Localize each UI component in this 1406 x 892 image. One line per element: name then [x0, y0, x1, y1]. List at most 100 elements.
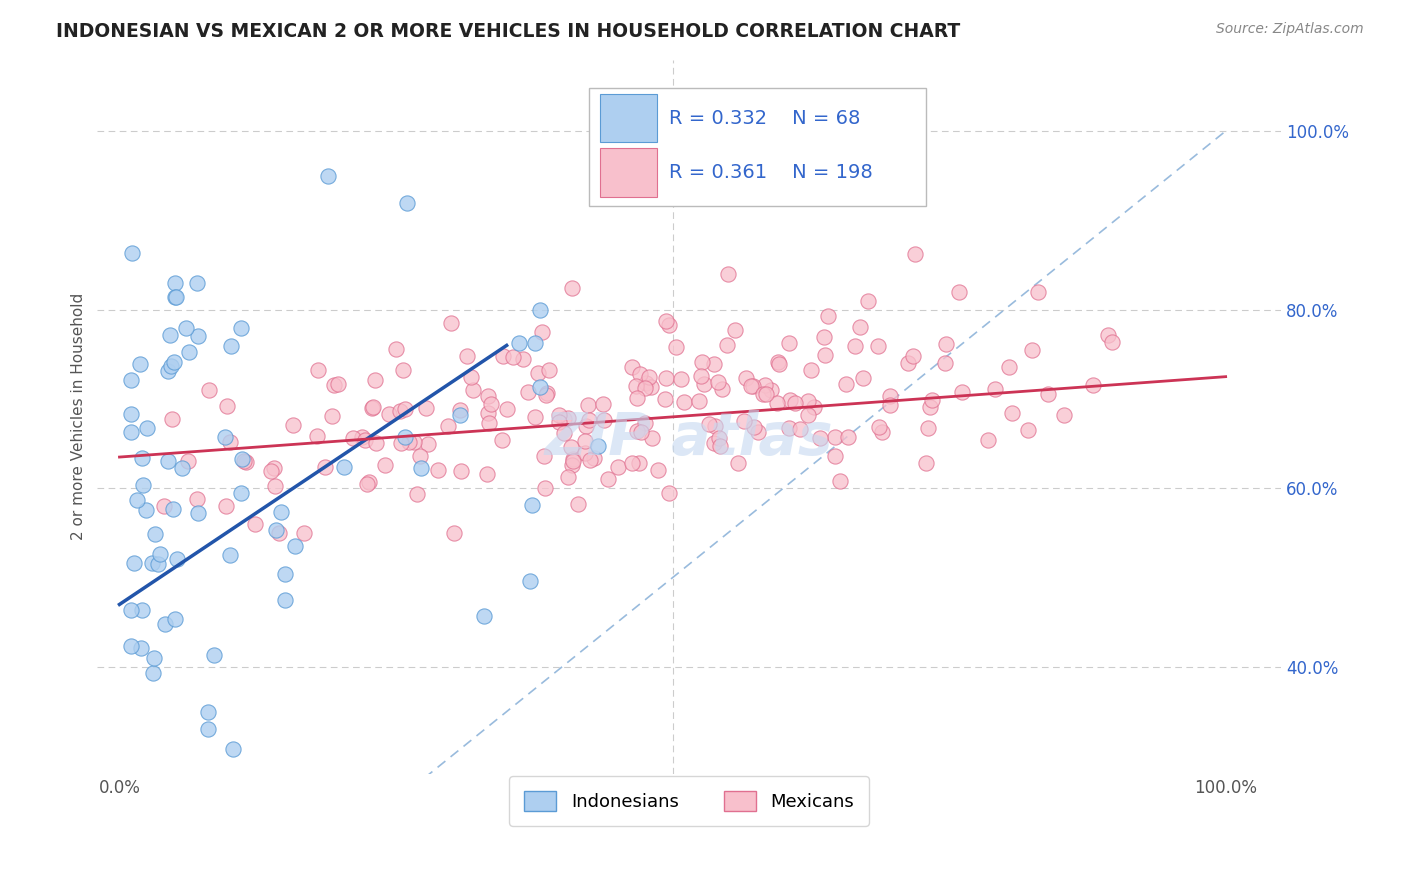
- Point: [673, 394, 696, 409]
- Point: [707, 375, 730, 389]
- Point: [536, 385, 558, 400]
- Point: [524, 410, 547, 425]
- Point: [146, 557, 169, 571]
- Point: [897, 356, 920, 370]
- Point: [360, 401, 382, 415]
- Point: [866, 339, 889, 353]
- Point: [915, 456, 938, 470]
- Point: [217, 399, 239, 413]
- Point: [562, 452, 585, 467]
- Point: [520, 498, 543, 512]
- Point: [548, 415, 571, 429]
- Point: [356, 476, 378, 491]
- Point: [553, 412, 575, 426]
- Point: [323, 378, 346, 392]
- Point: [641, 431, 664, 445]
- Point: [574, 434, 596, 449]
- Point: [868, 420, 890, 434]
- Point: [165, 290, 187, 304]
- Point: [361, 400, 384, 414]
- Point: [437, 419, 460, 434]
- Point: [752, 387, 775, 401]
- Point: [391, 362, 413, 376]
- Point: [582, 450, 605, 465]
- Point: [131, 451, 153, 466]
- Point: [740, 379, 762, 393]
- Point: [377, 408, 399, 422]
- Point: [747, 425, 769, 439]
- Point: [976, 434, 998, 448]
- Point: [921, 392, 943, 407]
- Point: [704, 419, 727, 434]
- Point: [735, 371, 758, 385]
- Point: [828, 474, 851, 488]
- Point: [575, 419, 598, 434]
- Point: [229, 485, 252, 500]
- Point: [479, 397, 502, 411]
- Point: [879, 389, 901, 403]
- Point: [408, 449, 430, 463]
- Point: [690, 355, 713, 369]
- Point: [671, 372, 693, 386]
- Point: [416, 437, 439, 451]
- Point: [415, 401, 437, 415]
- Point: [935, 337, 957, 351]
- Point: [269, 526, 291, 541]
- Point: [314, 459, 336, 474]
- Point: [917, 420, 939, 434]
- Point: [533, 449, 555, 463]
- Point: [879, 398, 901, 412]
- Point: [389, 403, 412, 417]
- Point: [835, 376, 858, 391]
- Point: [529, 302, 551, 317]
- Point: [321, 409, 343, 424]
- Point: [553, 425, 575, 440]
- Point: [824, 429, 846, 443]
- Point: [165, 290, 187, 304]
- Point: [560, 440, 582, 454]
- Point: [197, 383, 219, 397]
- Point: [512, 351, 534, 366]
- Point: [120, 373, 142, 387]
- Point: [263, 461, 285, 475]
- Point: [724, 323, 747, 337]
- Point: [159, 328, 181, 343]
- Point: [461, 383, 484, 397]
- Point: [157, 454, 180, 468]
- Point: [586, 439, 609, 453]
- Point: [620, 360, 643, 375]
- Point: [142, 665, 165, 680]
- Point: [374, 458, 396, 472]
- Text: INDONESIAN VS MEXICAN 2 OR MORE VEHICLES IN HOUSEHOLD CORRELATION CHART: INDONESIAN VS MEXICAN 2 OR MORE VEHICLES…: [56, 22, 960, 41]
- Y-axis label: 2 or more Vehicles in Household: 2 or more Vehicles in Household: [72, 293, 86, 541]
- Point: [626, 424, 648, 438]
- Point: [789, 422, 811, 436]
- Point: [406, 487, 429, 501]
- Point: [186, 276, 208, 290]
- Point: [162, 502, 184, 516]
- Point: [579, 453, 602, 467]
- Point: [768, 357, 790, 371]
- Point: [124, 556, 146, 570]
- Text: R = 0.361    N = 198: R = 0.361 N = 198: [669, 163, 873, 182]
- Point: [596, 472, 619, 486]
- Point: [707, 431, 730, 445]
- Point: [624, 378, 647, 392]
- Point: [1036, 387, 1059, 401]
- Point: [817, 310, 839, 324]
- Point: [716, 337, 738, 351]
- Point: [120, 425, 142, 439]
- Text: Source: ZipAtlas.com: Source: ZipAtlas.com: [1216, 22, 1364, 37]
- Point: [186, 507, 208, 521]
- Point: [742, 379, 765, 393]
- Point: [402, 435, 425, 450]
- Point: [647, 463, 669, 477]
- Point: [449, 403, 471, 417]
- Point: [270, 505, 292, 519]
- Point: [527, 366, 550, 380]
- Point: [197, 705, 219, 719]
- Point: [165, 612, 187, 626]
- Point: [548, 409, 571, 423]
- Point: [519, 574, 541, 588]
- Point: [215, 499, 238, 513]
